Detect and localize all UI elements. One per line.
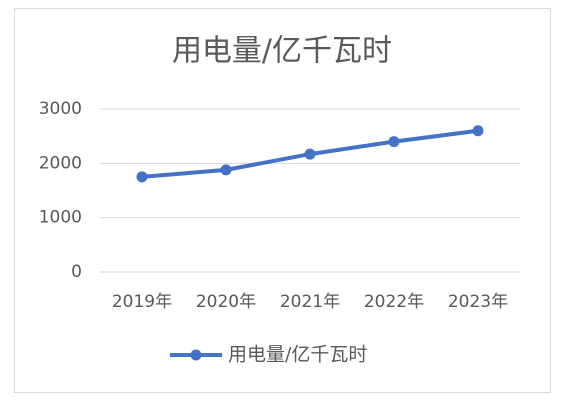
marker — [304, 148, 316, 160]
x-tick-label: 2019年 — [112, 292, 172, 312]
x-tick-label: 2022年 — [364, 292, 424, 312]
chart-title: 用电量/亿千瓦时 — [172, 34, 392, 69]
x-tick-label: 2020年 — [196, 292, 256, 312]
y-tick-label: 3000 — [39, 99, 82, 119]
x-tick-label: 2023年 — [448, 292, 508, 312]
legend-label: 用电量/亿千瓦时 — [228, 344, 367, 366]
marker — [388, 136, 400, 148]
chart-border — [14, 8, 551, 393]
y-tick-label: 2000 — [39, 153, 82, 173]
y-tick-label: 0 — [71, 262, 82, 282]
marker — [220, 164, 232, 176]
y-tick-label: 1000 — [39, 208, 82, 228]
x-tick-label: 2021年 — [280, 292, 340, 312]
marker — [472, 125, 484, 137]
marker — [136, 171, 148, 183]
legend-marker — [190, 349, 202, 361]
